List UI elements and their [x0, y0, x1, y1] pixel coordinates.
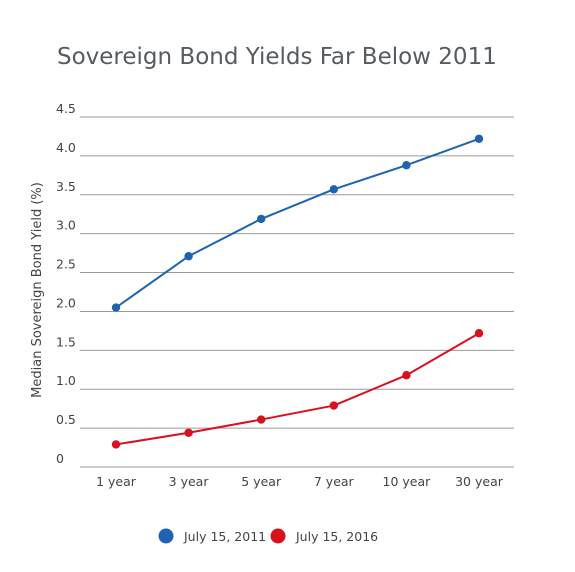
y-axis-title: Median Sovereign Bond Yield (%) — [30, 182, 45, 398]
data-point[interactable] — [474, 134, 484, 143]
legend-label: July 15, 2011 — [183, 529, 266, 544]
y-axis-ticks: 0 0.5 1.0 1.5 2.0 2.5 3.0 3.5 4.0 4.5 — [56, 101, 76, 466]
legend-marker — [158, 528, 174, 544]
x-tick-label: 1 year — [96, 474, 137, 489]
legend[interactable]: July 15, 2011 July 15, 2016 — [158, 528, 379, 545]
data-point[interactable] — [474, 329, 484, 338]
y-tick-label: 0.5 — [56, 412, 76, 427]
y-tick-label: 4.5 — [56, 101, 76, 116]
x-tick-label: 3 year — [169, 474, 210, 489]
series-lines — [111, 134, 484, 449]
gridlines — [80, 116, 514, 468]
y-tick-label: 1.5 — [56, 334, 76, 349]
data-point[interactable] — [257, 415, 266, 424]
data-point[interactable] — [402, 161, 411, 170]
legend-item[interactable]: July 15, 2016 — [270, 528, 379, 545]
data-point[interactable] — [111, 303, 121, 312]
data-point[interactable] — [329, 185, 338, 194]
y-tick-label: 2.5 — [56, 257, 76, 272]
data-point[interactable] — [184, 252, 193, 261]
y-tick-label: 2.0 — [56, 295, 76, 310]
y-tick-label: 3.5 — [56, 179, 76, 194]
x-axis-ticks: 1 year 3 year 5 year 7 year 10 year 30 year — [96, 474, 504, 489]
y-tick-label: 0 — [56, 451, 64, 466]
y-tick-label: 4.0 — [56, 140, 76, 155]
legend-label: July 15, 2016 — [295, 529, 378, 544]
x-tick-label: 7 year — [314, 474, 355, 489]
data-point[interactable] — [257, 214, 266, 224]
x-tick-label: 30 year — [455, 474, 504, 489]
chart-title: Sovereign Bond Yields Far Below 2011 — [57, 44, 497, 70]
series-group — [111, 134, 484, 312]
x-tick-label: 5 year — [241, 474, 282, 489]
legend-marker — [270, 528, 286, 544]
legend-item[interactable]: July 15, 2011 — [158, 528, 267, 545]
data-point[interactable] — [329, 401, 338, 410]
data-point[interactable] — [184, 428, 193, 437]
data-point[interactable] — [402, 371, 411, 380]
y-tick-label: 1.0 — [56, 373, 76, 388]
series-line — [115, 137, 480, 309]
series-group — [111, 329, 484, 449]
series-line — [115, 332, 480, 446]
data-point[interactable] — [111, 440, 121, 449]
y-tick-label: 3.0 — [56, 218, 76, 233]
x-tick-label: 10 year — [383, 474, 432, 489]
